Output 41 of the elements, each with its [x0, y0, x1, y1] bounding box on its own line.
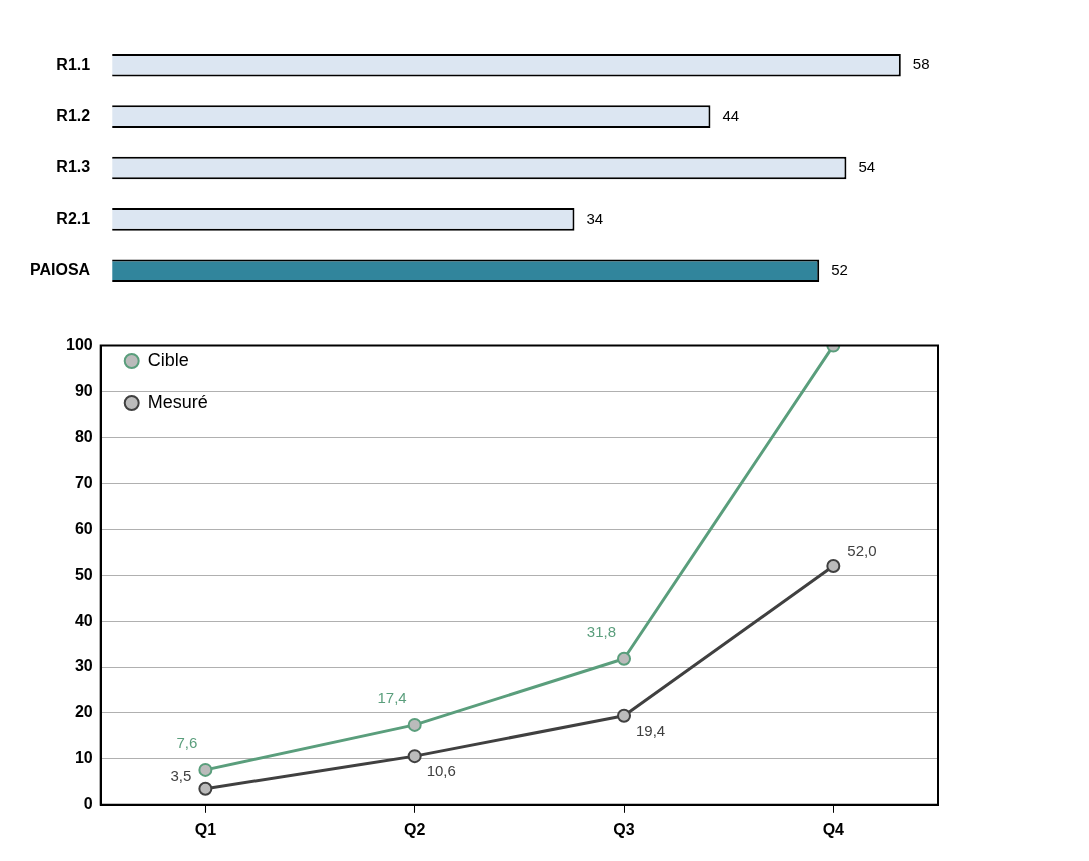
y-tick-label: 10 — [74, 749, 93, 767]
y-tick-label: 60 — [74, 519, 93, 537]
y-tick-label: 100 — [65, 336, 93, 354]
point — [407, 717, 422, 732]
point — [407, 749, 422, 764]
data-label: 52,0 — [847, 542, 877, 560]
y-tick-label: 90 — [74, 381, 93, 399]
point — [617, 651, 632, 666]
data-label: 52 — [831, 260, 848, 278]
y-tick-label: R1.3 — [56, 158, 91, 176]
point — [617, 708, 632, 723]
data-label: 34 — [586, 209, 604, 227]
data-label: 54 — [858, 158, 876, 176]
data-label: 10,6 — [426, 762, 456, 780]
data-label: 44 — [722, 106, 740, 124]
y-tick-label: 70 — [74, 473, 93, 491]
y-tick-label: R1.1 — [56, 55, 91, 73]
x-tick-label: Q3 — [613, 820, 635, 838]
point — [198, 762, 213, 777]
point — [826, 559, 841, 574]
y-tick-label: 50 — [74, 565, 93, 583]
point — [198, 781, 213, 796]
x-tick-label: Q2 — [404, 820, 426, 838]
data-label: 58 — [912, 55, 930, 73]
data-label: 3,5 — [170, 766, 192, 784]
legend-label: Cible — [147, 349, 189, 370]
y-tick-label: R1.2 — [56, 107, 91, 125]
data-label: 17,4 — [377, 689, 407, 707]
x-tick-label: Q4 — [822, 820, 845, 838]
x-tick-label: Q1 — [194, 820, 217, 838]
legend-label: Mesuré — [147, 391, 208, 412]
y-tick-label: 40 — [74, 611, 93, 629]
y-tick-label: 20 — [74, 703, 93, 721]
data-label: 19,4 — [636, 721, 666, 739]
data-label: 7,6 — [176, 734, 198, 752]
y-tick-label: 80 — [74, 427, 93, 445]
y-tick-label: PAIOSA — [30, 261, 91, 279]
y-tick-label: 0 — [83, 795, 93, 813]
y-tick-label: R2.1 — [56, 209, 91, 227]
data-label: 31,8 — [586, 622, 617, 640]
y-tick-label: 30 — [74, 657, 93, 675]
